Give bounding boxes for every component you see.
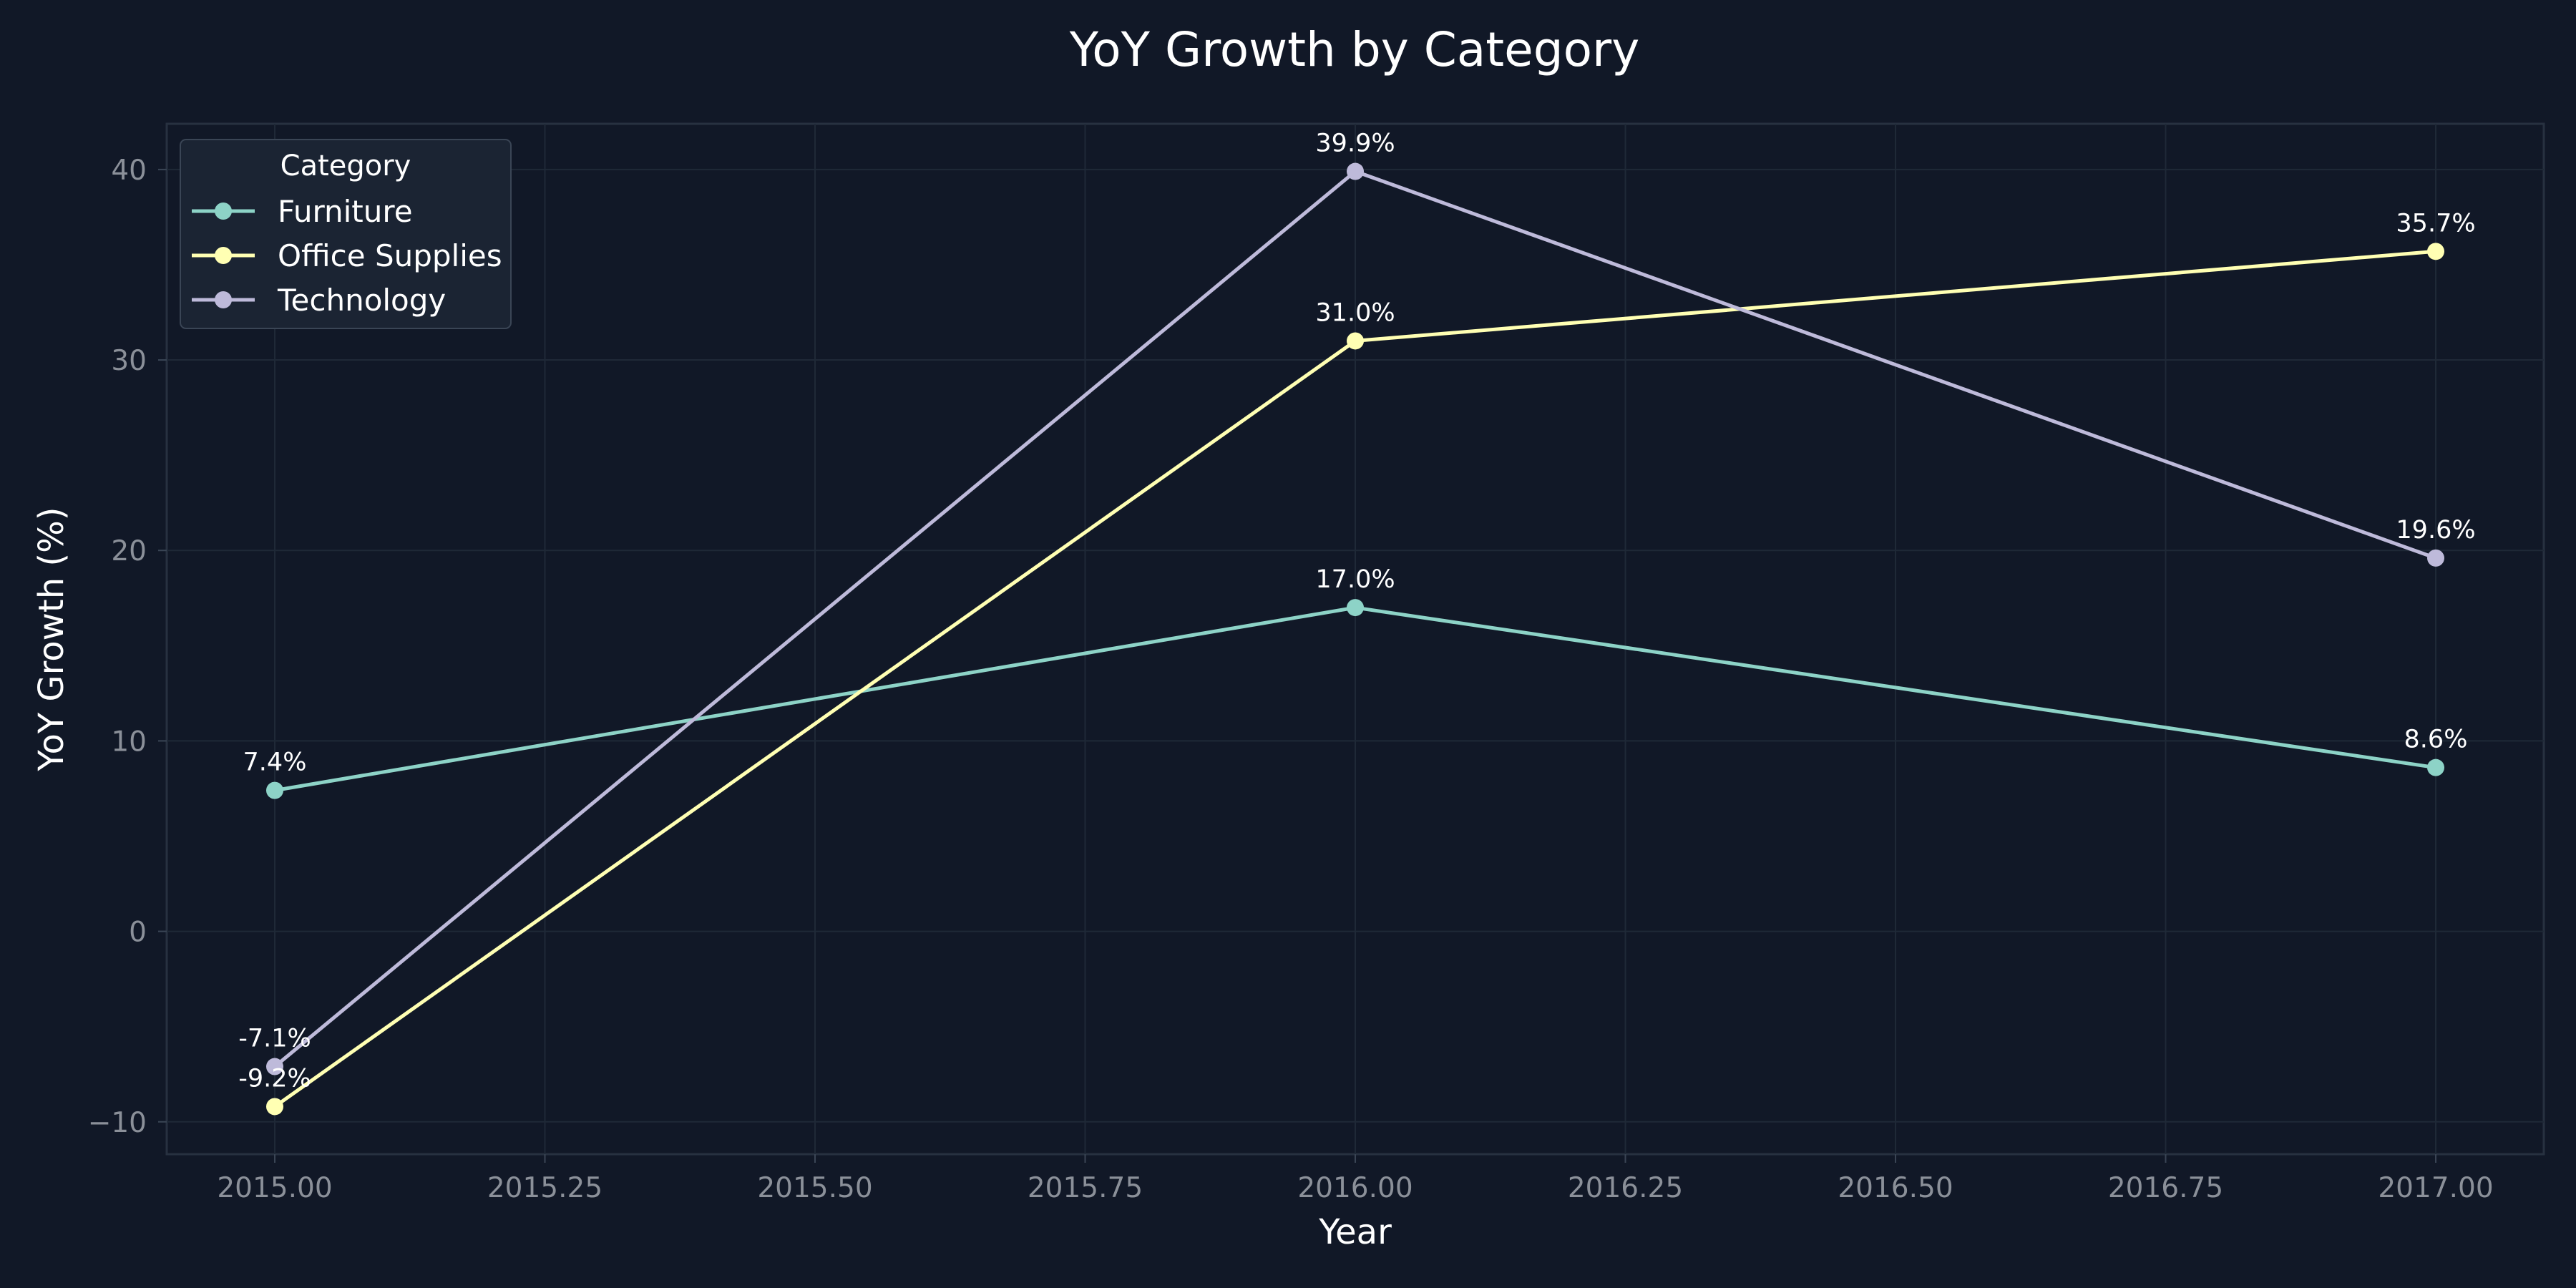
x-tick-label: 2015.75 (1028, 1172, 1143, 1204)
x-tick-label: 2016.00 (1297, 1172, 1413, 1204)
y-tick-label: 20 (111, 535, 147, 567)
data-point (1347, 599, 1364, 617)
x-tick-label: 2015.25 (487, 1172, 602, 1204)
legend-label: Technology (277, 283, 446, 318)
series (266, 162, 2444, 1116)
legend-item-office-supplies: Office Supplies (192, 238, 502, 273)
legend-label: Furniture (278, 194, 413, 229)
data-label: 17.0% (1315, 565, 1395, 594)
data-label: 39.9% (1315, 130, 1395, 158)
x-axis-label: Year (1318, 1212, 1392, 1252)
y-tick-label: 30 (111, 345, 147, 377)
data-label: 19.6% (2396, 516, 2475, 545)
data-label: -7.1% (238, 1025, 311, 1053)
data-point (2427, 549, 2444, 567)
legend-marker (215, 203, 232, 220)
data-label: 8.6% (2404, 726, 2468, 754)
legend-box (180, 139, 512, 329)
legend-item-technology: Technology (192, 283, 446, 318)
legend-label: Office Supplies (278, 238, 502, 273)
data-label: 35.7% (2396, 209, 2475, 238)
x-tick-label: 2016.75 (2108, 1172, 2223, 1204)
x-tick-label: 2015.50 (757, 1172, 872, 1204)
legend-items: Furniture Office Supplies Technology (192, 194, 502, 318)
legend-marker (215, 247, 232, 264)
data-point (1347, 162, 1364, 180)
x-axis-ticks: 2015.00 2015.25 2015.50 2015.75 2016.00 2016.… (217, 1154, 2494, 1204)
y-tick-label: 10 (111, 726, 147, 758)
y-axis-ticks: −10 0 10 20 30 40 (88, 155, 167, 1139)
x-tick-label: 2017.00 (2378, 1172, 2493, 1204)
legend-marker (215, 291, 232, 308)
y-tick-label: −10 (88, 1107, 147, 1139)
x-tick-label: 2016.50 (1838, 1172, 1953, 1204)
data-point (2427, 243, 2444, 260)
data-label: -9.2% (238, 1064, 311, 1093)
grid (167, 124, 2544, 1154)
data-point (1347, 332, 1364, 350)
x-tick-label: 2015.00 (217, 1172, 332, 1204)
series-technology (266, 162, 2444, 1075)
legend-item-furniture: Furniture (192, 194, 413, 229)
x-tick-label: 2016.25 (1568, 1172, 1683, 1204)
series-furniture (266, 599, 2444, 799)
data-point (266, 1098, 283, 1116)
data-point (2427, 758, 2444, 776)
y-tick-label: 0 (129, 917, 147, 949)
y-axis-label: YoY Growth (%) (31, 507, 72, 772)
chart-title: YoY Growth by Category (1069, 22, 1640, 77)
data-label: 31.0% (1315, 298, 1395, 327)
data-labels: 7.4% 17.0% 8.6% -9.2% 31.0% 35.7% -7.1% 39.9% 19… (238, 130, 2475, 1093)
data-label: 7.4% (243, 748, 307, 777)
data-point (266, 1058, 283, 1075)
legend-title: Category (280, 150, 411, 182)
series-office-supplies (266, 243, 2444, 1116)
data-point (266, 781, 283, 799)
y-tick-label: 40 (111, 155, 147, 187)
legend: Category Furniture Office Supplies Technol… (180, 139, 512, 329)
